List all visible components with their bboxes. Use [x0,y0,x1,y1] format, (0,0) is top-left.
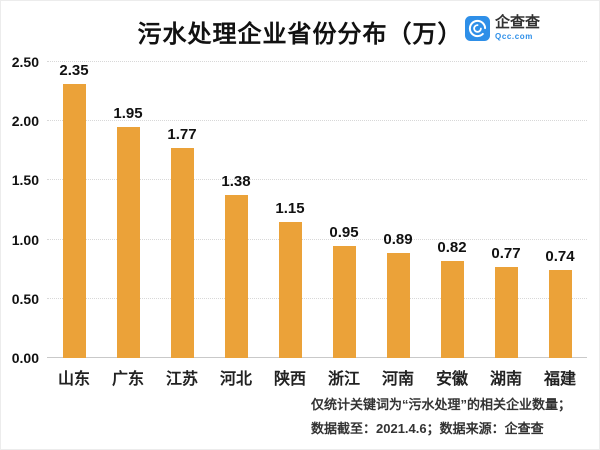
x-tick-label: 江苏 [165,371,198,388]
x-tick-label: 福建 [543,371,576,388]
bar [548,270,572,358]
bar-slot: 1.77 [155,62,209,358]
bar-slot: 0.77 [479,62,533,358]
bar-value-label: 2.35 [59,62,89,79]
bar-series: 2.35 1.95 1.77 1.38 1.15 0.95 0.89 0.82 0.77 0.74 [47,62,587,358]
gridline [47,297,587,299]
y-tick-label: 1.00 [11,231,39,248]
gridline [47,61,587,62]
logo-brand-name: 企查查 [495,14,541,31]
bar-value-label: 1.95 [113,105,143,122]
y-axis-tick-labels: 0.00 0.50 1.00 1.50 2.00 2.50 [1,55,39,365]
bar [494,267,518,358]
gridline [47,238,587,240]
bar-value-label: 0.82 [437,239,467,256]
bar-value-label: 1.77 [167,126,197,143]
qichacha-logo: 企查查 Qcc.com [465,15,540,41]
bar-slot: 1.15 [263,62,317,358]
bar [386,253,410,358]
bar [62,84,86,358]
bar-slot: 1.95 [101,62,155,358]
bar [440,261,464,358]
qichacha-logo-icon [465,15,490,41]
x-axis-baseline [47,357,587,358]
page-title: 污水处理企业省份分布（万） [137,21,463,48]
bar-slot: 2.35 [47,62,101,358]
bar-value-label: 0.74 [545,248,575,265]
x-tick-label: 河北 [219,371,252,388]
gridline [47,120,587,122]
bar [116,127,140,358]
footer-note-line1: 仅统计关键词为“污水处理”的相关企业数量； [311,397,572,412]
bar-slot: 0.95 [317,62,371,358]
bar-slot: 0.82 [425,62,479,358]
x-tick-label: 安徽 [435,371,468,388]
bar-value-label: 1.15 [275,200,305,217]
bar [332,246,356,358]
y-tick-label: 0.00 [11,350,39,366]
y-tick-label: 0.50 [11,290,39,307]
bar-value-label: 0.89 [383,231,413,248]
bar [170,148,194,358]
x-tick-label: 广东 [111,371,144,388]
plot-area: 2.35 1.95 1.77 1.38 1.15 0.95 0.89 0.82 0.77 0.74 [47,61,587,358]
bar [278,222,302,358]
logo-text: 企查查 Qcc.com [495,15,540,41]
footer-note: 仅统计关键词为“污水处理”的相关企业数量； 数据截至：2021.4.6；数据来源… [311,393,571,441]
bar-slot: 1.38 [209,62,263,358]
gridline [47,179,587,181]
x-axis-tick-labels: 山东 广东 江苏 河北 陕西 浙江 河南 安徽 湖南 福建 [47,365,587,389]
bar [224,195,248,358]
y-tick-label: 2.00 [11,113,39,130]
x-tick-label: 陕西 [273,371,306,388]
bar-value-label: 0.77 [491,245,521,262]
bar-slot: 0.74 [533,62,587,358]
x-tick-label: 浙江 [327,371,360,388]
y-tick-label: 1.50 [11,172,39,189]
x-tick-label: 湖南 [489,371,522,388]
x-tick-label: 河南 [381,371,414,388]
footer-note-line2: 数据截至：2021.4.6；数据来源：企查查 [311,421,544,436]
bar-value-label: 0.95 [329,224,359,241]
logo-domain: Qcc.com [495,32,533,41]
y-tick-label: 2.50 [11,54,39,70]
x-tick-label: 山东 [57,371,90,388]
bar-slot: 0.89 [371,62,425,358]
bar-value-label: 1.38 [221,173,251,190]
